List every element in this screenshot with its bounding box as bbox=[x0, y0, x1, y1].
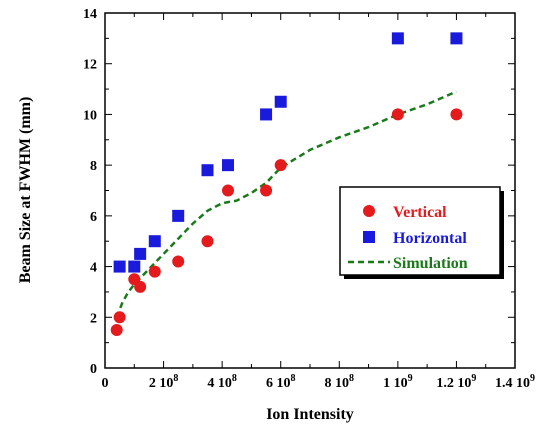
y-axis-label: Beam Size at FWHM (mm) bbox=[17, 97, 34, 284]
x-tick-label: 6 108 bbox=[266, 373, 296, 391]
vertical-point bbox=[172, 255, 185, 268]
y-tick-label: 6 bbox=[90, 210, 97, 225]
y-tick-label: 0 bbox=[90, 362, 97, 377]
marker-layer bbox=[110, 32, 463, 336]
horizontal-point bbox=[172, 209, 185, 222]
x-tick-label: 8 108 bbox=[325, 373, 355, 391]
horizontal-point bbox=[128, 260, 141, 273]
legend: Vertical Horizontal Simulation bbox=[339, 186, 504, 279]
horizontal-point bbox=[134, 247, 147, 260]
y-tick-label: 12 bbox=[83, 58, 97, 73]
horizontal-point bbox=[113, 260, 126, 273]
vertical-point bbox=[134, 280, 147, 293]
horizontal-point bbox=[274, 95, 287, 108]
vertical-point bbox=[148, 265, 161, 278]
legend-label: Vertical bbox=[393, 204, 447, 221]
legend-vertical-swatch bbox=[363, 205, 375, 217]
vertical-point bbox=[201, 235, 214, 248]
legend-horizontal-swatch bbox=[363, 231, 375, 243]
horizontal-point bbox=[201, 164, 214, 177]
y-tick-label: 14 bbox=[83, 7, 97, 22]
horizontal-point bbox=[148, 235, 161, 248]
vertical-point bbox=[113, 311, 126, 324]
x-tick-labels: 0 2 108 4 108 6 108 8 108 1 109 1.2 109 1.4 109 bbox=[102, 373, 536, 391]
x-tick-label: 1.4 109 bbox=[495, 373, 535, 391]
y-tick-labels: 0 2 4 6 8 10 12 14 bbox=[83, 7, 97, 377]
x-tick-label: 0 bbox=[102, 376, 109, 391]
x-tick-label: 2 108 bbox=[149, 373, 179, 391]
vertical-point bbox=[274, 159, 287, 172]
x-tick-label: 4 108 bbox=[207, 373, 237, 391]
legend-label: Simulation bbox=[393, 255, 468, 272]
legend-label: Horizontal bbox=[393, 230, 467, 247]
vertical-point bbox=[110, 323, 123, 336]
legend-box bbox=[339, 186, 501, 276]
x-tick-label: 1 109 bbox=[383, 373, 413, 391]
axis-ticks bbox=[104, 12, 516, 369]
x-axis-label: Ion Intensity bbox=[266, 406, 354, 423]
horizontal-point bbox=[222, 159, 234, 172]
y-tick-label: 2 bbox=[90, 311, 97, 326]
vertical-point bbox=[222, 184, 234, 197]
vertical-point bbox=[391, 108, 404, 121]
horizontal-point bbox=[260, 108, 273, 121]
y-tick-label: 4 bbox=[90, 261, 97, 276]
y-tick-label: 8 bbox=[90, 159, 97, 174]
horizontal-point bbox=[450, 32, 463, 45]
vertical-point bbox=[260, 184, 273, 197]
x-tick-label: 1.2 109 bbox=[436, 373, 476, 391]
y-tick-label: 10 bbox=[83, 108, 97, 123]
horizontal-point bbox=[391, 32, 404, 45]
vertical-point bbox=[450, 108, 463, 121]
